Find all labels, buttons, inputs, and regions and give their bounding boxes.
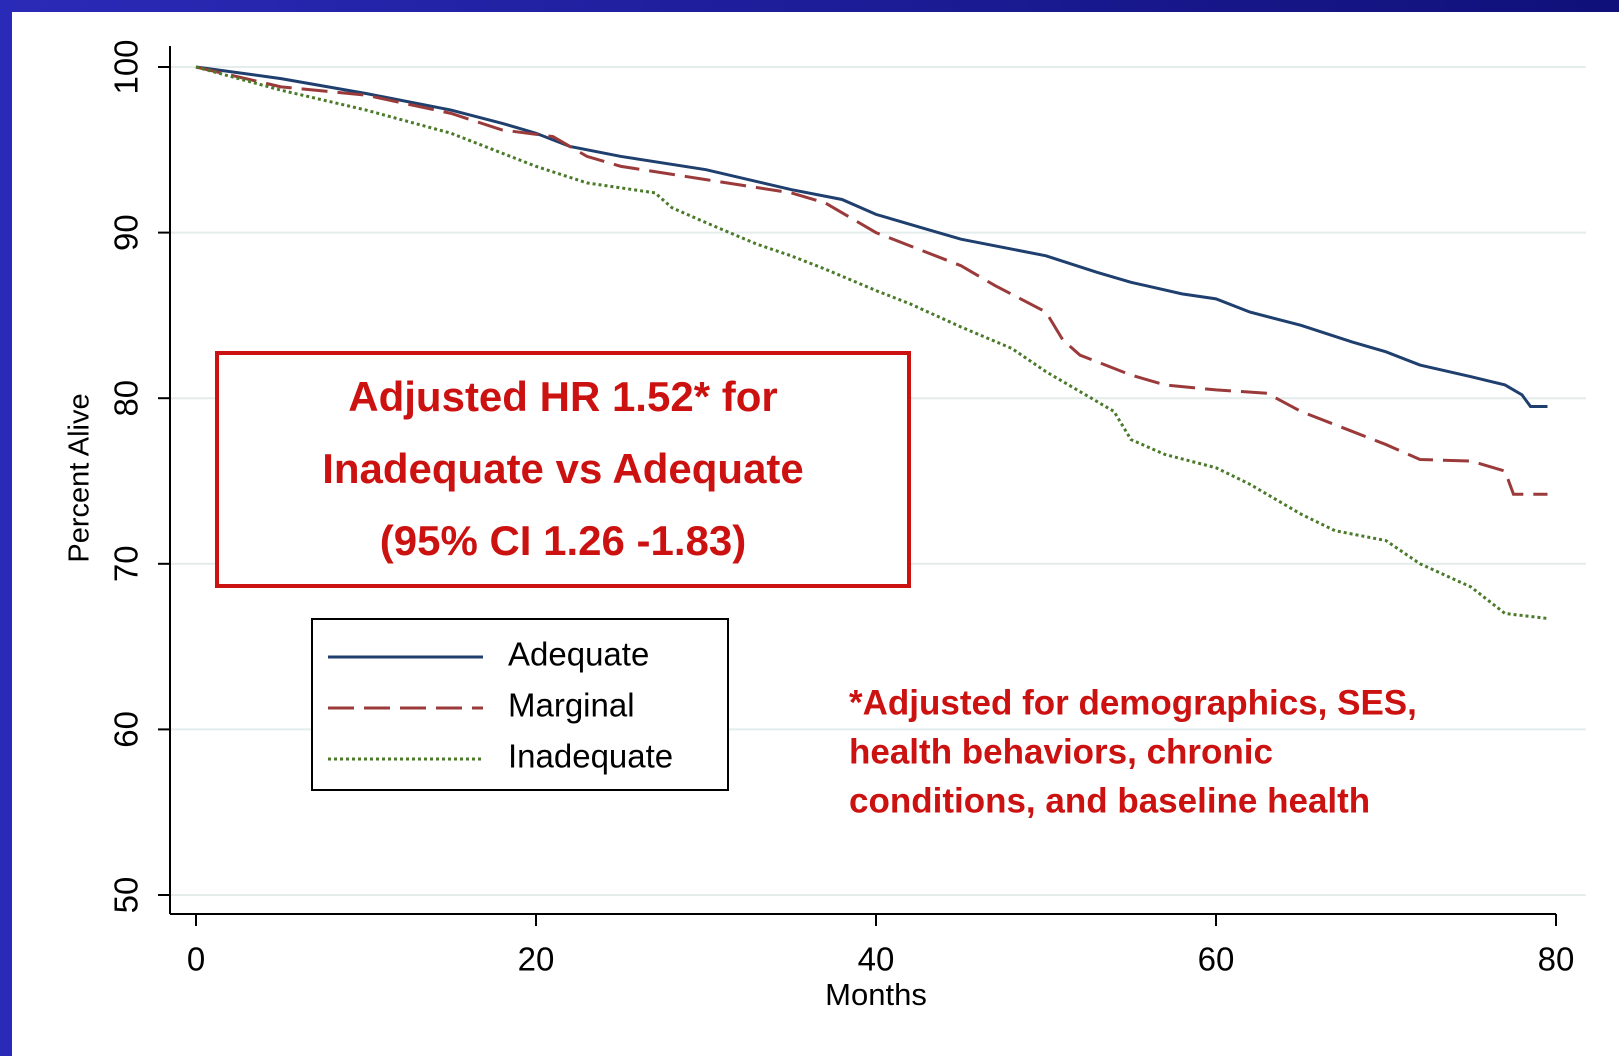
legend-box xyxy=(311,618,729,791)
legend-label: Adequate xyxy=(508,636,649,673)
annotation-box xyxy=(215,351,911,588)
y-tick-label: 100 xyxy=(108,39,145,94)
annotation-text: Adjusted HR 1.52* for xyxy=(348,373,777,420)
survival-line xyxy=(195,65,1548,620)
x-axis-label: Months xyxy=(825,977,927,1012)
survival-line xyxy=(195,65,1548,408)
y-tick-label: 60 xyxy=(108,711,145,748)
legend-label: Marginal xyxy=(508,687,635,724)
y-tick-label: 80 xyxy=(108,380,145,417)
x-tick-label: 20 xyxy=(518,941,555,978)
y-tick-label: 90 xyxy=(108,214,145,251)
footnote-text: *Adjusted for demographics, SES, xyxy=(849,683,1417,722)
annotation-text: (95% CI 1.26 -1.83) xyxy=(380,517,747,564)
annotation-text: Inadequate vs Adequate xyxy=(322,445,804,492)
y-tick-label: 50 xyxy=(108,877,145,914)
y-tick-label: 70 xyxy=(108,545,145,582)
x-tick-label: 60 xyxy=(1198,941,1235,978)
x-tick-label: 40 xyxy=(858,941,895,978)
y-axis-label: Percent Alive xyxy=(64,393,96,562)
survival-line xyxy=(195,65,1548,496)
footnote-text: health behaviors, chronic xyxy=(849,732,1273,771)
footnote-text: conditions, and baseline health xyxy=(849,781,1370,820)
legend-label: Inadequate xyxy=(508,738,673,775)
x-tick-label: 0 xyxy=(187,941,205,978)
x-tick-label: 80 xyxy=(1538,941,1575,978)
